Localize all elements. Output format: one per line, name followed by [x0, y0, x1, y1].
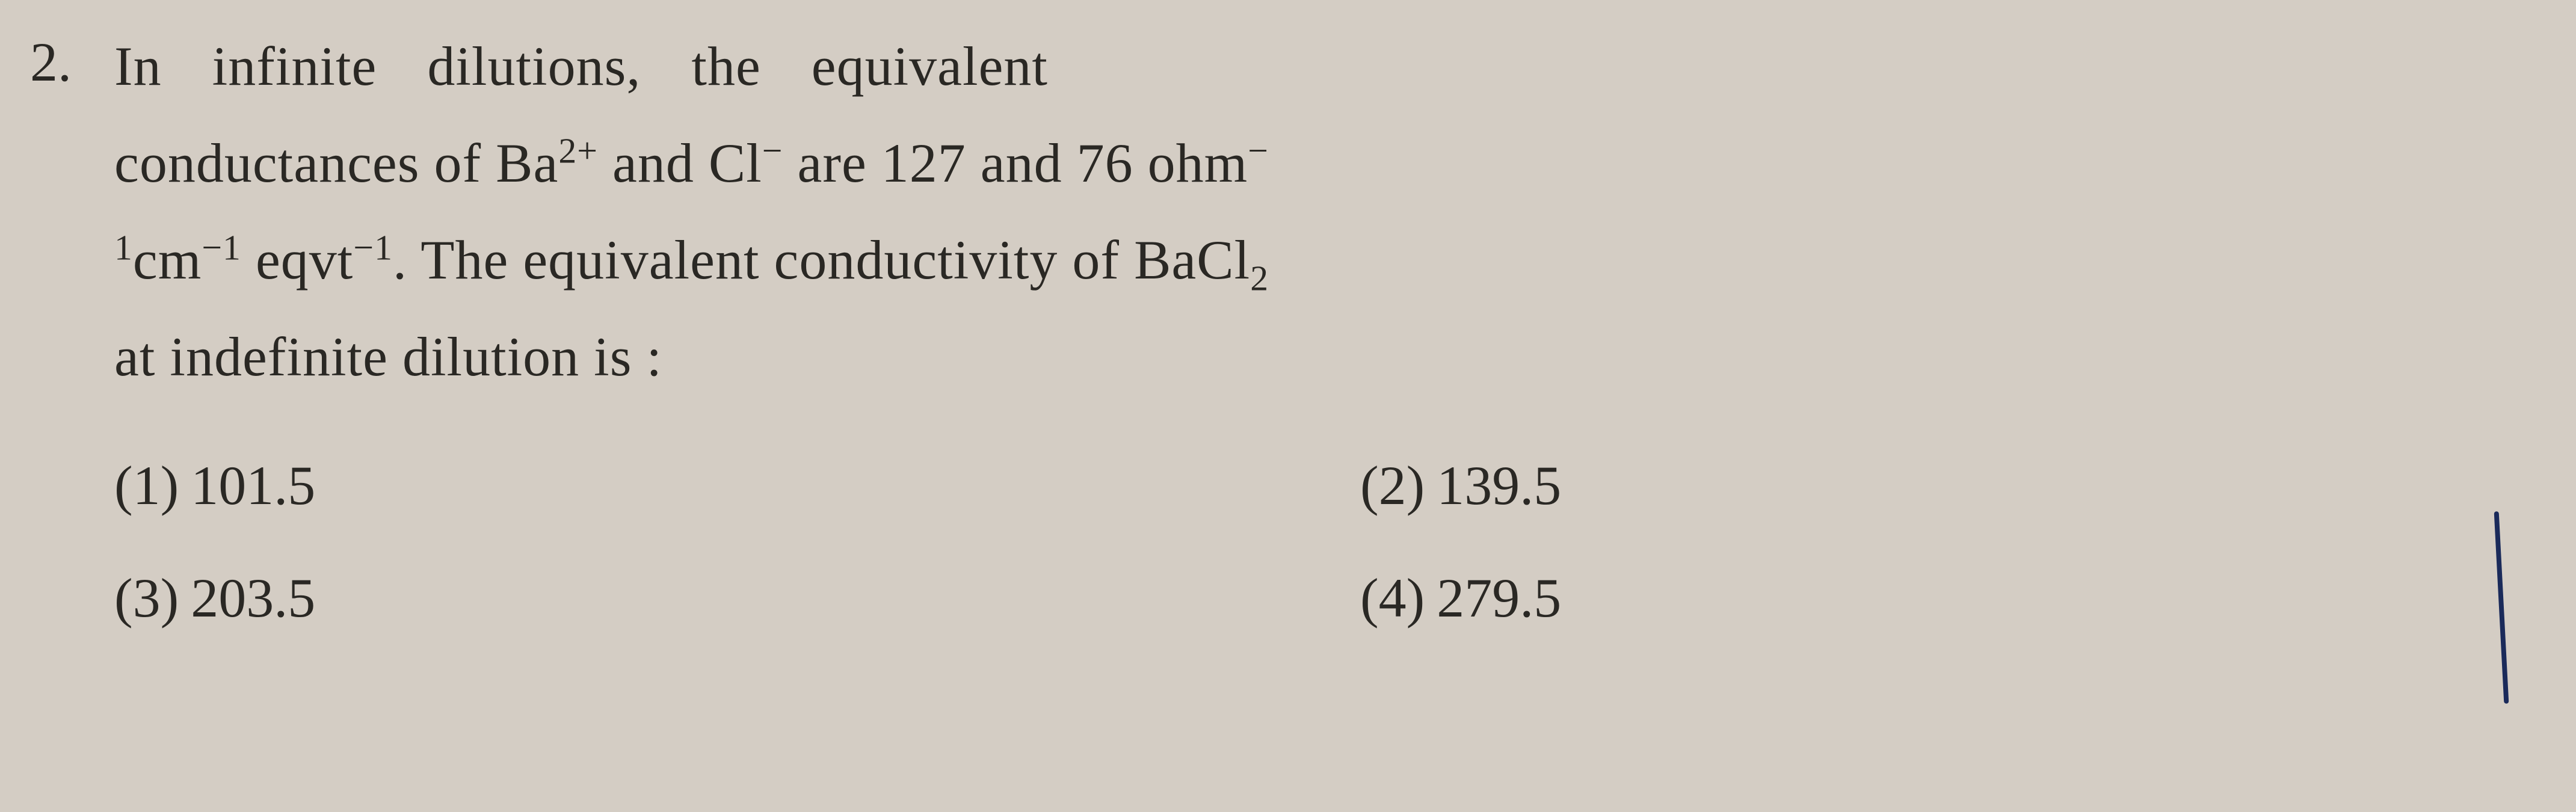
cl-charge: −: [762, 131, 783, 170]
option-4-label: (4): [1360, 554, 1425, 642]
option-1-value: 101.5: [191, 441, 315, 530]
option-3-value: 203.5: [191, 554, 315, 642]
option-2: (2) 139.5: [1360, 441, 2546, 530]
question-line-2-mid: and Cl: [598, 132, 762, 194]
ba-charge: 2+: [558, 131, 598, 170]
eqvt-exp: −1: [353, 227, 393, 267]
question-text: In infinite dilutions, the equivalent co…: [114, 18, 2546, 405]
ohm-exp: 1: [114, 227, 133, 267]
question-line-4: at indefinite dilution is :: [114, 326, 662, 387]
option-2-value: 139.5: [1437, 441, 1561, 530]
cm-exp: −1: [202, 227, 241, 267]
question-line-3-mid: eqvt: [241, 229, 353, 291]
option-3: (3) 203.5: [114, 554, 1300, 642]
question-line-3-post: . The equivalent conductivity of BaCl: [393, 229, 1250, 291]
options-container: (1) 101.5 (2) 139.5 (3) 203.5 (4) 279.5: [114, 441, 2546, 642]
option-4-value: 279.5: [1437, 554, 1561, 642]
question-number: 2.: [30, 18, 90, 642]
ohm-neg: −: [1248, 131, 1269, 170]
question-line-2-pre: conductances of Ba: [114, 132, 558, 194]
bacl-sub: 2: [1250, 258, 1269, 298]
option-1: (1) 101.5: [114, 441, 1300, 530]
question-line-3-pre: cm: [133, 229, 202, 291]
question-body: In infinite dilutions, the equivalent co…: [114, 18, 2546, 642]
option-2-label: (2): [1360, 441, 1425, 530]
option-1-label: (1): [114, 441, 179, 530]
question-container: 2. In infinite dilutions, the equivalent…: [30, 18, 2546, 642]
option-4: (4) 279.5: [1360, 554, 2546, 642]
question-line-2-post: are 127 and 76 ohm: [783, 132, 1248, 194]
option-3-label: (3): [114, 554, 179, 642]
question-line-1: In infinite dilutions, the equivalent: [114, 35, 1048, 97]
